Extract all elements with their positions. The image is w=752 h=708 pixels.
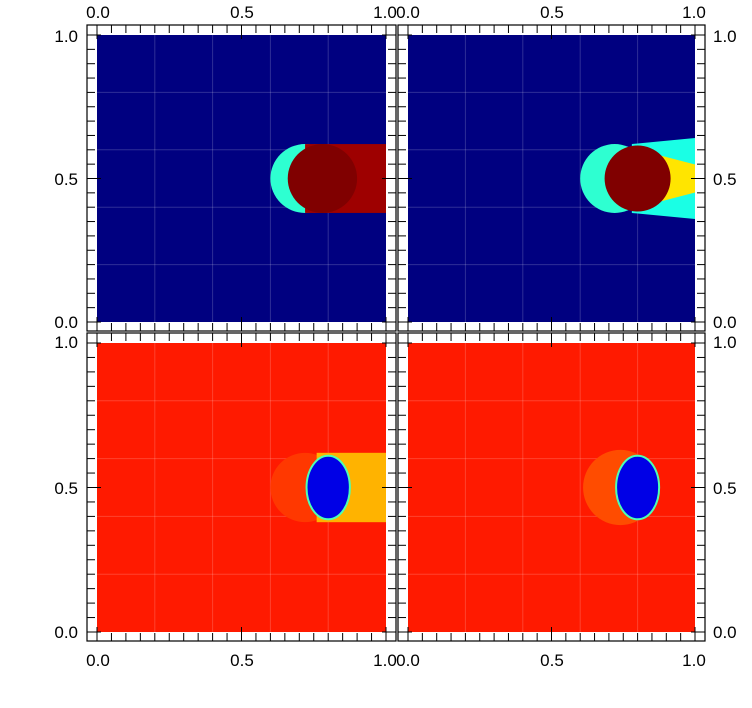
heatmap-top-right [408, 35, 695, 322]
bottom-x-tick-label: 0.0 [396, 651, 420, 670]
disk-feature [604, 145, 671, 212]
tick-labels-layer: 0.0 0.5 1.0 0.0 0.5 1.00.0 0.5 1.0 0.0 0.5 1.00.00… [54, 3, 736, 670]
heatmap-top-left [97, 35, 386, 322]
heatmap-bottom-right [408, 343, 695, 632]
right-y-tick-label: 0.0 [713, 623, 737, 642]
right-y-tick-label: 0.5 [713, 170, 737, 189]
left-y-tick-label: 0.5 [54, 479, 78, 498]
ellipse-feature [615, 454, 661, 521]
top-x-tick-label: 0.5 [540, 3, 564, 22]
bottom-x-tick-label: 0.5 [540, 651, 564, 670]
right-y-tick-label: 1.0 [713, 333, 737, 352]
ellipse-feature [305, 454, 351, 521]
bottom-x-tick-label: 1.0 [373, 651, 397, 670]
right-y-tick-label: 1.0 [713, 27, 737, 46]
axes-frames [86, 24, 706, 642]
left-y-tick-label: 0.5 [54, 170, 78, 189]
left-y-tick-label: 1.0 [54, 27, 78, 46]
top-x-tick-label: 1.0 [682, 3, 706, 22]
top-x-tick-label: 0.0 [86, 3, 110, 22]
right-y-tick-label: 0.0 [713, 313, 737, 332]
heatmap-bottom-left [97, 343, 386, 632]
left-y-tick-label: 1.0 [54, 333, 78, 352]
panels-layer [97, 35, 695, 632]
top-x-tick-label: 1.0 [373, 3, 397, 22]
rounded-tip-feature [287, 144, 358, 213]
bottom-x-tick-label: 0.5 [230, 651, 254, 670]
bottom-x-tick-label: 1.0 [682, 651, 706, 670]
top-x-tick-label: 0.5 [230, 3, 254, 22]
bottom-x-tick-label: 0.0 [86, 651, 110, 670]
left-y-tick-label: 0.0 [54, 313, 78, 332]
right-y-tick-label: 0.5 [713, 479, 737, 498]
left-y-tick-label: 0.0 [54, 623, 78, 642]
top-x-tick-label: 0.0 [396, 3, 420, 22]
